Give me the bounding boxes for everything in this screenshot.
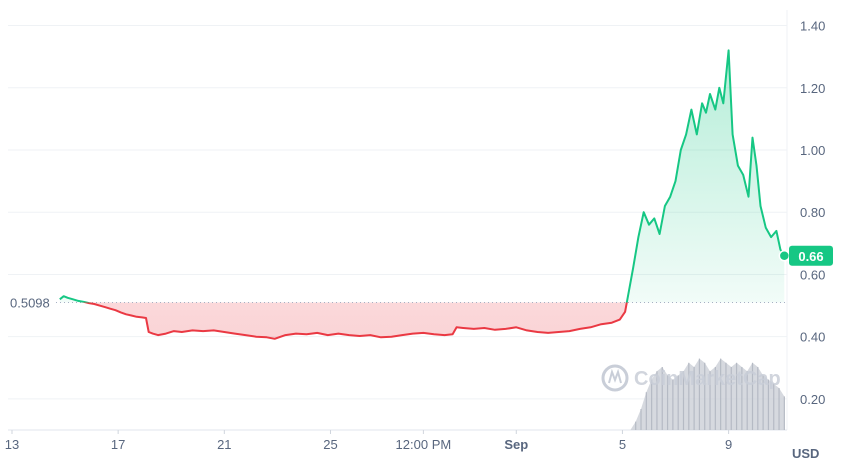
x-tick-label: 13 [5, 437, 19, 452]
x-tick-label: 12:00 PM [396, 437, 452, 452]
y-tick-label: 0.60 [800, 267, 825, 282]
reference-line: 0.5098 [10, 296, 787, 311]
y-tick-label: 0.80 [800, 205, 825, 220]
x-tick-label: 25 [323, 437, 337, 452]
x-tick-label: Sep [504, 437, 528, 452]
y-axis: 0.20 0.40 0.60 0.80 1.00 1.20 1.40 USD [792, 19, 825, 461]
y-tick-label: 0.20 [800, 392, 825, 407]
coinmarketcap-logo-icon [601, 364, 629, 392]
x-tick-label: 17 [111, 437, 125, 452]
volume-histogram [630, 358, 785, 430]
watermark-text: CoinMarketCap [634, 368, 781, 390]
current-price-dot [778, 250, 791, 262]
price-area [59, 50, 785, 339]
price-line [59, 49, 786, 340]
x-axis: 13 17 21 25 12:00 PM Sep 5 9 [5, 430, 732, 452]
area-above-reference [59, 50, 785, 303]
x-tick-label: 5 [619, 437, 626, 452]
current-price-label: 0.66 [798, 249, 823, 264]
x-tick-label: 21 [217, 437, 231, 452]
reference-value-label: 0.5098 [10, 296, 50, 311]
gridlines [8, 10, 788, 431]
y-tick-label: 1.00 [800, 143, 825, 158]
y-tick-label: 1.40 [800, 19, 825, 34]
y-tick-label: 1.20 [800, 81, 825, 96]
x-tick-label: 9 [725, 437, 732, 452]
currency-unit-label: USD [792, 446, 819, 461]
price-line-down [81, 302, 628, 340]
y-tick-label: 0.40 [800, 330, 825, 345]
volume-area [630, 358, 785, 430]
area-below-reference [59, 302, 785, 339]
current-price-marker: 0.66 [778, 245, 833, 266]
current-price-badge [789, 245, 833, 266]
price-line-up [59, 49, 786, 303]
coinmarketcap-watermark: CoinMarketCap [601, 364, 781, 392]
